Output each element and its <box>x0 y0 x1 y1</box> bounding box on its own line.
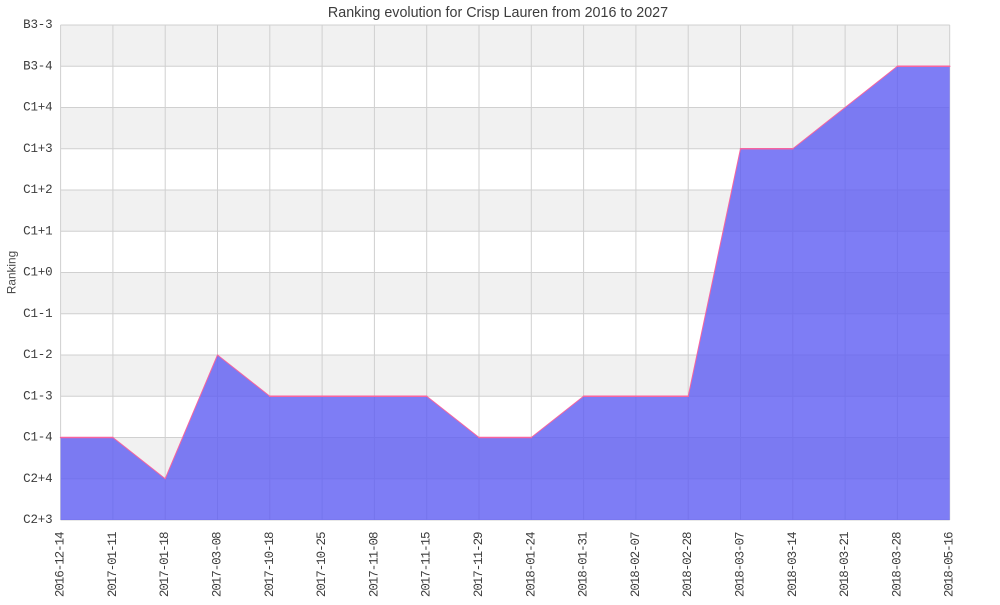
svg-text:2016-12-14: 2016-12-14 <box>54 532 68 597</box>
svg-text:2018-02-28: 2018-02-28 <box>681 532 695 597</box>
svg-text:2017-11-29: 2017-11-29 <box>472 532 486 597</box>
svg-text:B3-4: B3-4 <box>23 59 52 73</box>
svg-text:C1+1: C1+1 <box>23 224 52 238</box>
svg-text:C1+3: C1+3 <box>23 142 52 156</box>
svg-text:C2+4: C2+4 <box>23 472 52 486</box>
svg-text:C1-1: C1-1 <box>23 307 52 321</box>
svg-text:B3-3: B3-3 <box>23 18 52 32</box>
svg-text:C2+3: C2+3 <box>23 513 52 527</box>
svg-text:C1-3: C1-3 <box>23 389 52 403</box>
svg-text:C1-4: C1-4 <box>23 431 52 445</box>
svg-text:Ranking evolution for Crisp La: Ranking evolution for Crisp Lauren from … <box>328 5 668 21</box>
svg-text:2017-11-08: 2017-11-08 <box>367 532 381 597</box>
svg-text:2018-01-31: 2018-01-31 <box>577 532 591 597</box>
svg-text:2018-03-28: 2018-03-28 <box>890 532 904 597</box>
svg-text:C1+0: C1+0 <box>23 266 52 280</box>
svg-text:2017-01-11: 2017-01-11 <box>106 532 120 597</box>
svg-text:2018-03-14: 2018-03-14 <box>786 532 800 597</box>
svg-text:C1+2: C1+2 <box>23 183 52 197</box>
svg-text:2018-02-07: 2018-02-07 <box>629 532 643 597</box>
svg-text:2018-03-21: 2018-03-21 <box>838 532 852 597</box>
svg-text:2017-03-08: 2017-03-08 <box>211 532 225 597</box>
svg-text:Ranking: Ranking <box>5 251 19 294</box>
svg-text:2018-01-24: 2018-01-24 <box>524 532 538 597</box>
svg-text:2017-10-25: 2017-10-25 <box>315 532 329 597</box>
svg-text:C1+4: C1+4 <box>23 101 52 115</box>
svg-text:2017-11-15: 2017-11-15 <box>420 532 434 597</box>
svg-text:2017-01-18: 2017-01-18 <box>158 532 172 597</box>
svg-text:2018-05-16: 2018-05-16 <box>943 532 957 597</box>
svg-text:C1-2: C1-2 <box>23 348 52 362</box>
svg-text:2018-03-07: 2018-03-07 <box>734 532 748 597</box>
svg-text:2017-10-18: 2017-10-18 <box>263 532 277 597</box>
